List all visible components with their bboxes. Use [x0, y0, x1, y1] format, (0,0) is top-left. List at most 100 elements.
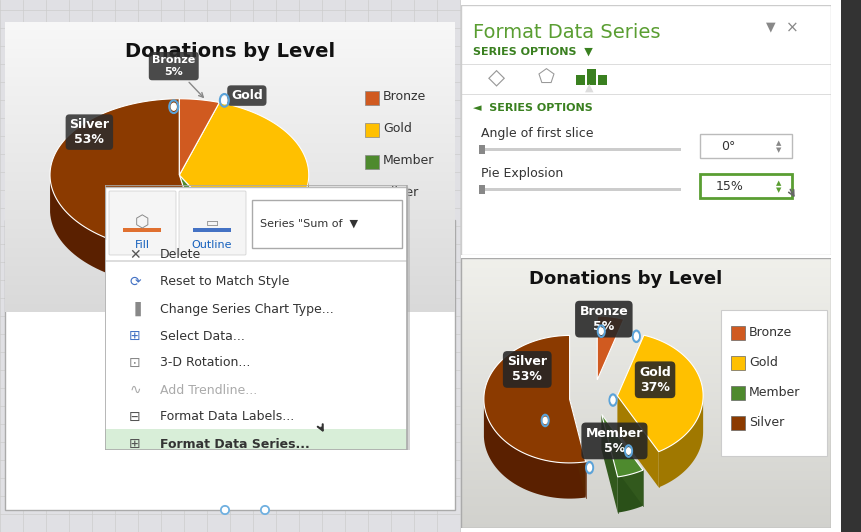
Polygon shape — [179, 175, 242, 277]
Bar — [5, 274, 455, 275]
Bar — [5, 209, 455, 210]
Bar — [5, 53, 455, 54]
Bar — [461, 509, 831, 510]
Bar — [5, 237, 455, 238]
Bar — [461, 355, 831, 356]
Bar — [461, 389, 831, 390]
Bar — [461, 503, 831, 504]
Bar — [5, 266, 455, 267]
Bar — [461, 447, 831, 448]
Bar — [461, 498, 831, 499]
Bar — [5, 310, 455, 311]
Bar — [5, 197, 455, 198]
Bar — [5, 75, 455, 76]
Bar — [5, 77, 455, 78]
Bar — [5, 221, 455, 222]
Bar — [461, 328, 831, 329]
Bar — [5, 105, 455, 106]
Bar — [5, 113, 455, 114]
Bar — [5, 303, 455, 304]
Bar — [461, 472, 831, 473]
Bar — [461, 353, 831, 354]
Bar — [5, 32, 455, 33]
Bar — [461, 399, 831, 400]
Circle shape — [222, 97, 226, 104]
Bar — [5, 200, 455, 201]
Text: Member: Member — [383, 154, 435, 168]
Bar — [461, 361, 831, 362]
Bar — [5, 180, 455, 181]
Bar — [5, 126, 455, 127]
Bar — [587, 69, 596, 85]
Bar — [461, 277, 831, 278]
FancyBboxPatch shape — [721, 310, 827, 456]
Bar — [461, 316, 831, 317]
Bar — [5, 222, 455, 223]
Bar — [5, 290, 455, 291]
Bar — [461, 293, 831, 294]
Text: ⊞: ⊞ — [129, 329, 141, 343]
Bar — [5, 250, 455, 251]
Bar — [461, 317, 831, 318]
Bar — [5, 148, 455, 149]
Bar — [461, 306, 831, 307]
Bar — [461, 318, 831, 319]
Bar — [461, 291, 831, 292]
Bar — [5, 73, 455, 74]
Bar — [461, 338, 831, 339]
Bar — [5, 119, 455, 120]
Bar — [461, 407, 831, 408]
Bar — [5, 36, 455, 37]
Bar — [5, 236, 455, 237]
Bar — [5, 48, 455, 49]
Text: Bronze
5%: Bronze 5% — [152, 55, 203, 97]
Bar — [5, 158, 455, 159]
Bar — [5, 67, 455, 68]
Bar — [461, 394, 831, 395]
Bar — [5, 110, 455, 111]
Bar — [5, 298, 455, 299]
Bar — [461, 331, 831, 332]
Text: Bronze: Bronze — [383, 90, 426, 104]
Bar — [461, 477, 831, 478]
Bar — [461, 500, 831, 501]
Bar — [5, 95, 455, 96]
Bar — [461, 452, 831, 453]
Bar — [461, 430, 831, 431]
Bar — [461, 283, 831, 284]
Bar — [5, 270, 455, 271]
Bar — [461, 492, 831, 493]
Bar — [5, 239, 455, 240]
Bar — [5, 229, 455, 230]
Bar — [5, 174, 455, 175]
Bar — [461, 505, 831, 506]
Bar — [461, 409, 831, 410]
Bar — [461, 301, 831, 302]
Bar — [5, 165, 455, 166]
Bar — [461, 521, 831, 522]
Bar — [461, 504, 831, 505]
Bar — [5, 235, 455, 236]
Circle shape — [222, 508, 227, 512]
Bar — [5, 208, 455, 209]
Bar — [461, 445, 831, 446]
Bar — [5, 101, 455, 102]
Bar — [461, 489, 831, 490]
Bar — [5, 127, 455, 128]
Bar — [461, 379, 831, 380]
Bar — [5, 228, 455, 229]
Polygon shape — [570, 399, 585, 497]
Bar — [5, 92, 455, 93]
Bar — [461, 523, 831, 524]
Bar — [461, 289, 831, 290]
Bar — [461, 401, 831, 402]
Bar — [5, 233, 455, 234]
Bar — [5, 192, 455, 193]
Bar — [5, 176, 455, 177]
Bar — [461, 434, 831, 435]
Bar — [461, 463, 831, 464]
Bar — [461, 426, 831, 427]
Bar — [461, 376, 831, 377]
Bar — [461, 514, 831, 515]
Bar — [5, 305, 455, 306]
